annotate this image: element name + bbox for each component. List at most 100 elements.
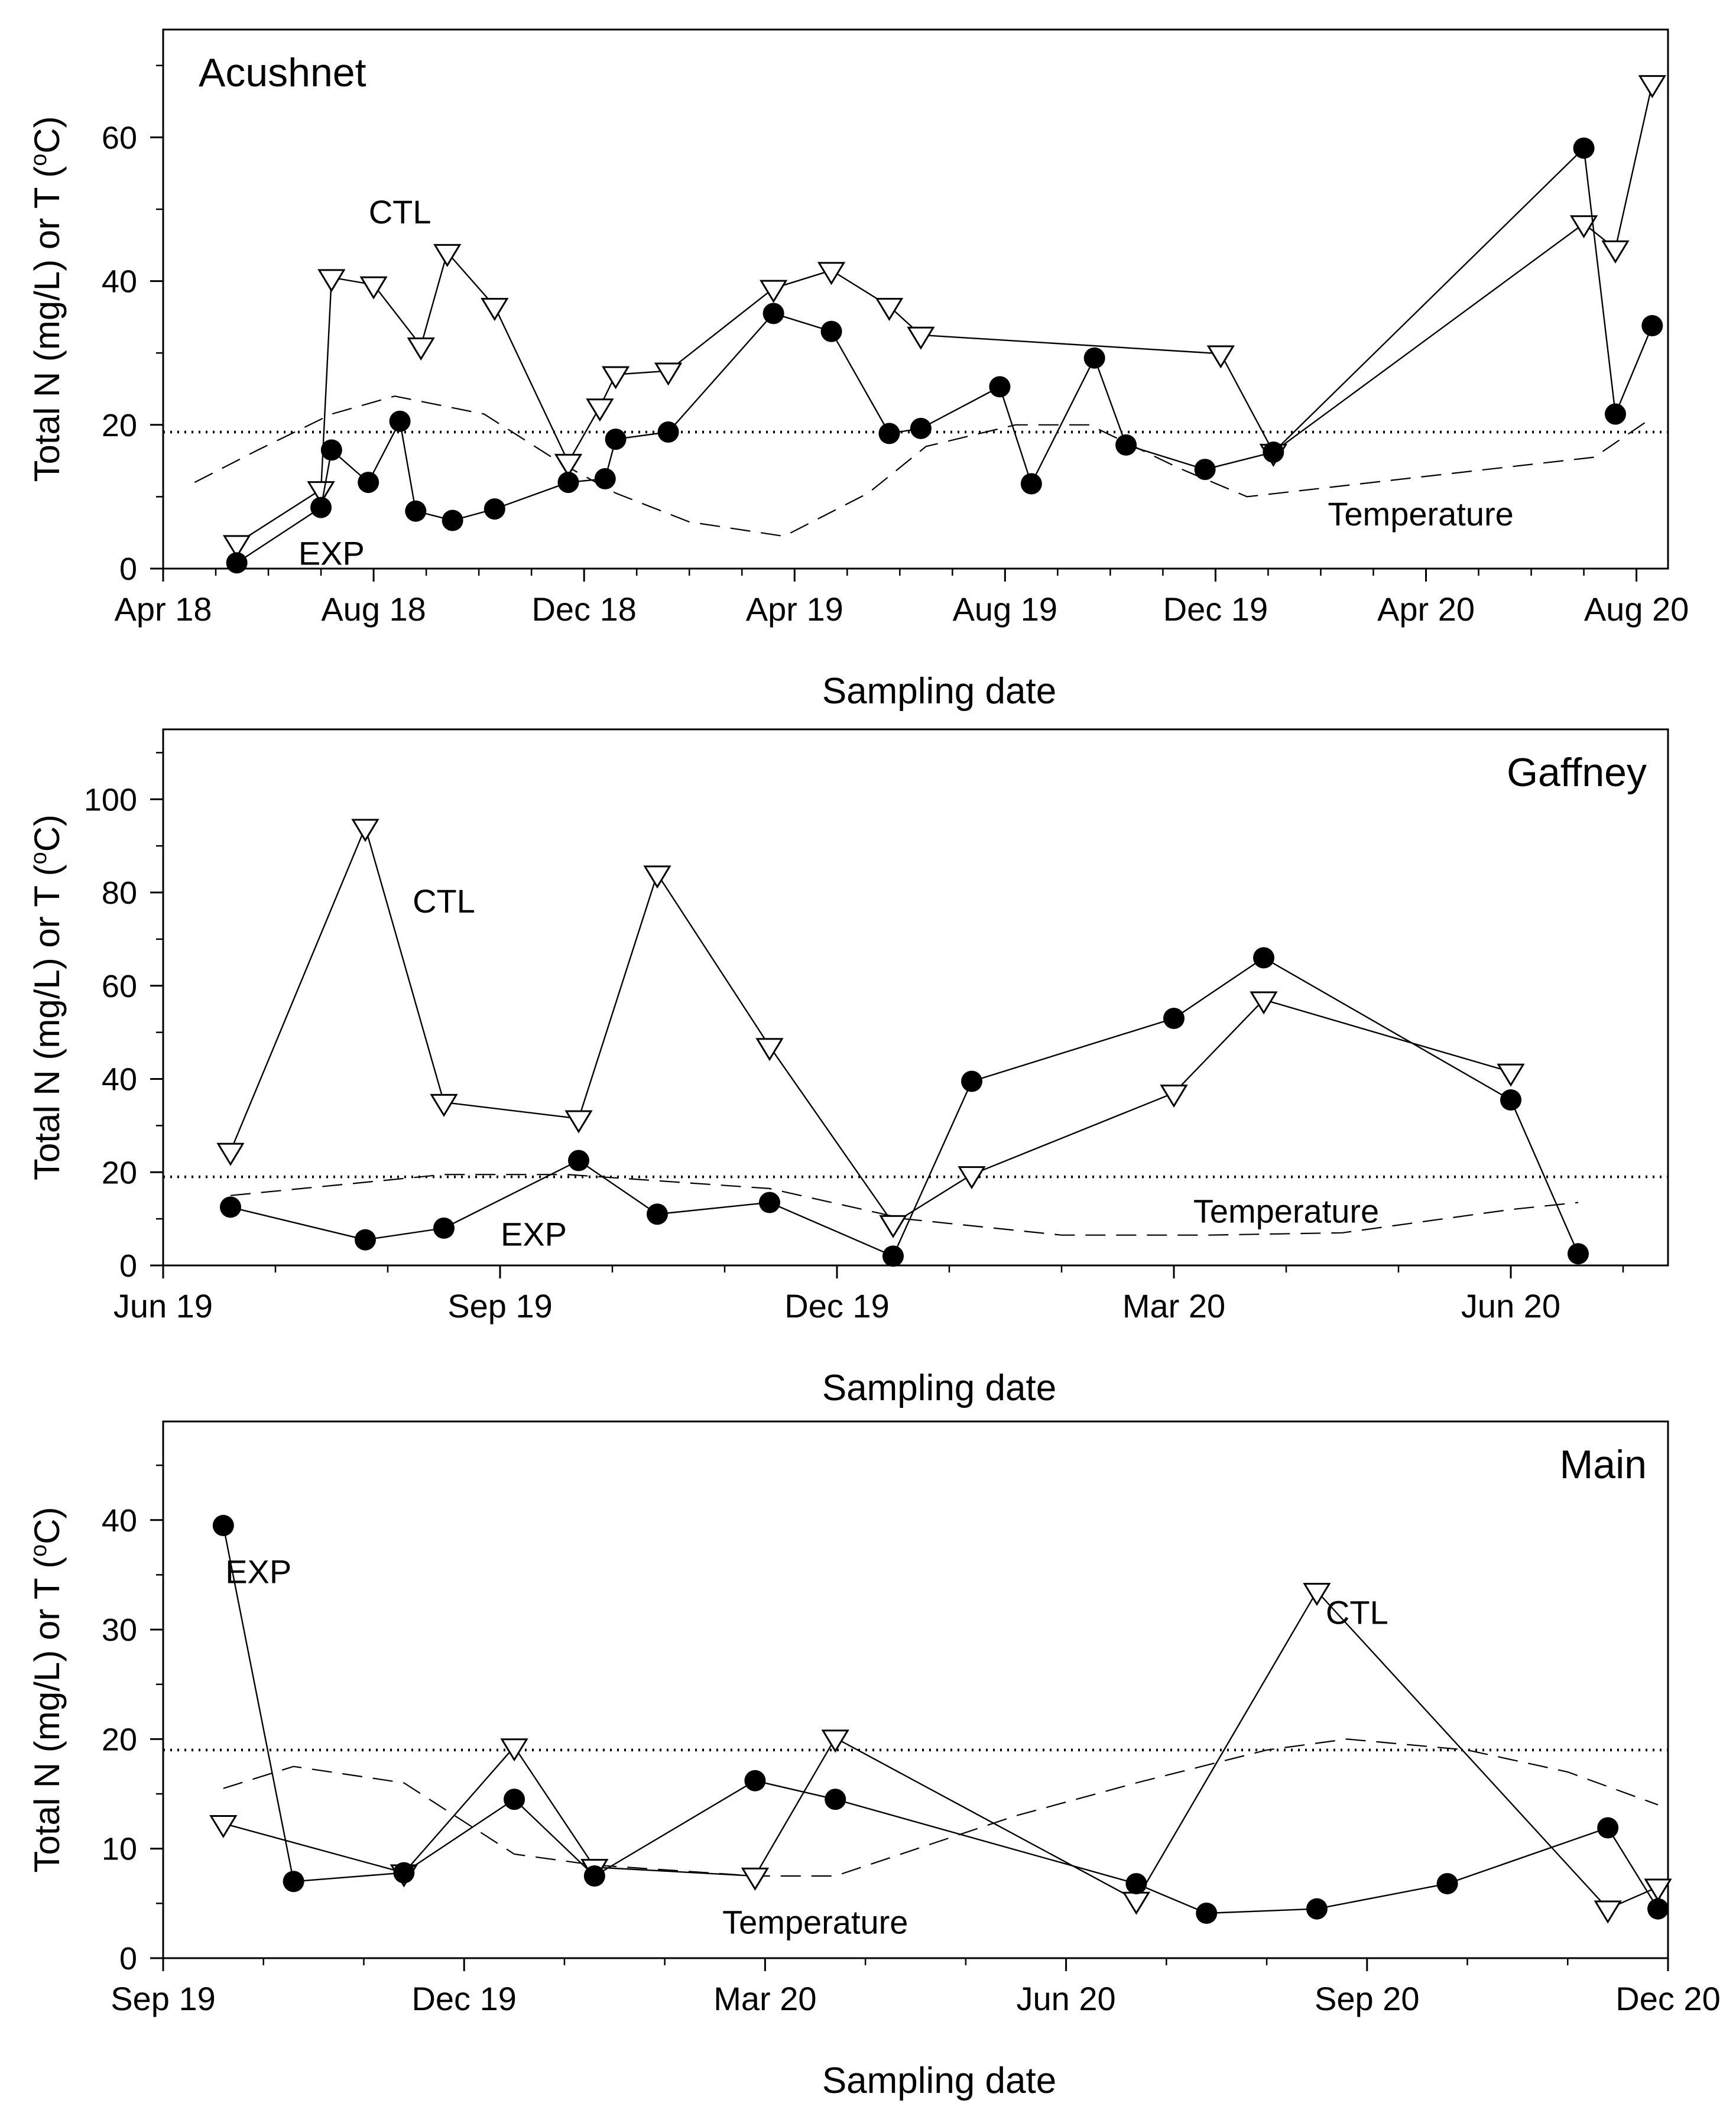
ctl-point <box>1160 1085 1188 1108</box>
series-ctl <box>222 75 1666 559</box>
annotation-exp: EXP <box>225 1553 291 1591</box>
ctl-point <box>307 481 335 505</box>
exp-point <box>1263 442 1284 463</box>
exp-point <box>568 1150 589 1171</box>
ctl-point <box>1594 1900 1622 1924</box>
panel-title: Acushnet <box>199 50 366 95</box>
ctl-point <box>1569 215 1598 239</box>
plot-frame <box>162 1420 1669 1959</box>
y-tick-label: 20 <box>102 1155 137 1190</box>
ctl-line <box>223 1590 1659 1910</box>
y-tick-label: 40 <box>102 264 137 300</box>
y-tick-label: 20 <box>102 408 137 443</box>
exp-point <box>355 1229 376 1251</box>
ctl-point <box>351 819 379 842</box>
annotation-exp: EXP <box>298 535 365 572</box>
series-exp <box>220 947 1589 1267</box>
exp-point <box>882 1245 904 1267</box>
exp-point <box>1597 1817 1619 1839</box>
y-tick-label: 60 <box>102 969 137 1004</box>
exp-point <box>283 1871 304 1893</box>
exp-point <box>1568 1243 1589 1265</box>
ctl-point <box>1601 240 1630 264</box>
exp-point <box>583 1865 605 1887</box>
exp-point <box>657 421 679 443</box>
ctl-point <box>875 298 904 322</box>
annotation-temperature: Temperature <box>722 1904 908 1941</box>
series-temperature <box>194 395 1653 537</box>
ctl-point <box>879 1215 907 1238</box>
exp-point <box>744 1770 766 1791</box>
y-tick-label: 60 <box>102 120 137 155</box>
x-tick-label: Dec 19 <box>1163 590 1268 628</box>
exp-point <box>878 423 900 444</box>
annotation-exp: EXP <box>501 1216 567 1253</box>
x-tick-label: Sep 19 <box>111 1980 216 2017</box>
y-tick-label: 0 <box>119 1941 137 1976</box>
ctl-point <box>359 276 388 300</box>
y-axis-label: Total N (mg/L) or T (oC) <box>27 116 67 482</box>
ctl-point <box>601 366 630 390</box>
exp-point <box>226 552 248 574</box>
y-tick-label: 40 <box>102 1062 137 1098</box>
y-tick-label: 100 <box>84 782 137 817</box>
ctl-point <box>222 535 251 559</box>
exp-point <box>910 417 932 439</box>
exp-line <box>230 957 1579 1257</box>
y-axis-label: Total N (mg/L) or T (oC) <box>27 814 67 1180</box>
ctl-point <box>1497 1063 1525 1087</box>
temperature-line <box>230 1174 1579 1236</box>
exp-point <box>1436 1872 1458 1894</box>
panel-title: Main <box>1560 1442 1647 1487</box>
x-tick-label: Apr 20 <box>1377 590 1475 628</box>
x-axis-label: Sampling date <box>822 2060 1056 2101</box>
exp-point <box>433 1217 455 1239</box>
x-tick-label: Jun 19 <box>113 1287 213 1325</box>
exp-point <box>1641 314 1663 336</box>
series-temperature <box>230 1174 1579 1236</box>
temperature-line <box>194 395 1653 537</box>
ctl-line <box>236 83 1653 544</box>
plot-frame <box>162 728 1669 1267</box>
exp-point <box>442 509 463 531</box>
series-exp <box>212 1515 1669 1924</box>
exp-point <box>1125 1872 1147 1894</box>
annotation-ctl: CTL <box>369 193 431 231</box>
y-tick-label: 80 <box>102 875 137 911</box>
exp-point <box>1196 1903 1218 1924</box>
ctl-point <box>643 865 671 889</box>
ctl-point <box>481 298 509 322</box>
exp-point <box>220 1196 241 1218</box>
y-tick-label: 10 <box>102 1832 137 1867</box>
exp-point <box>762 303 784 324</box>
exp-point <box>820 320 842 342</box>
y-tick-label: 40 <box>102 1503 137 1538</box>
x-tick-label: Dec 18 <box>531 590 636 628</box>
ctl-point <box>1303 1583 1331 1606</box>
x-tick-label: Mar 20 <box>713 1980 816 2017</box>
exp-point <box>605 429 627 450</box>
exp-point <box>1253 947 1274 969</box>
ctl-point <box>958 1166 986 1190</box>
ctl-point <box>500 1738 528 1762</box>
exp-point <box>1500 1089 1521 1111</box>
ctl-point <box>821 1729 849 1753</box>
exp-point <box>405 500 427 522</box>
ctl-point <box>1644 1878 1672 1902</box>
x-tick-label: Mar 20 <box>1122 1287 1225 1325</box>
exp-point <box>961 1070 982 1092</box>
x-tick-label: Jun 20 <box>1461 1287 1560 1325</box>
x-tick-label: Apr 18 <box>115 590 212 628</box>
ctl-point <box>1638 75 1666 99</box>
ctl-point <box>741 1867 770 1891</box>
y-tick-label: 0 <box>119 1248 137 1284</box>
panel-main: Sep 19 Dec 19 Mar 20 Jun 20 Sep 20 Dec 20 0 10 2… <box>27 1420 1721 2101</box>
annotation-temperature: Temperature <box>1328 495 1513 533</box>
panel-gaffney: Jun 19 Sep 19 Dec 19 Mar 20 Jun 20 0 20 40 60 80 1… <box>27 728 1669 1408</box>
x-axis-label: Sampling date <box>822 671 1056 712</box>
exp-point <box>647 1203 668 1225</box>
plot-frame <box>162 28 1669 570</box>
annotation-ctl: CTL <box>1326 1593 1388 1631</box>
ctl-point <box>407 337 435 361</box>
